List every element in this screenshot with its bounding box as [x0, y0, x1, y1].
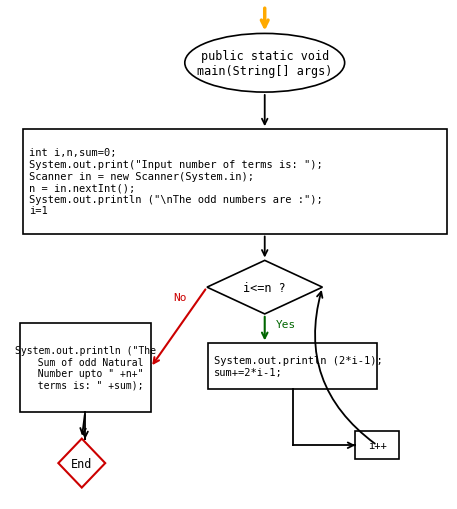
Text: Yes: Yes	[276, 319, 296, 329]
Text: System.out.println (2*i-1);
sum+=2*i-1;: System.out.println (2*i-1); sum+=2*i-1;	[214, 356, 383, 377]
Text: public static void
main(String[] args): public static void main(String[] args)	[197, 50, 332, 77]
FancyBboxPatch shape	[23, 130, 447, 234]
Text: i++: i++	[368, 440, 387, 450]
Text: int i,n,sum=0;
System.out.print("Input number of terms is: ");
Scanner in = new : int i,n,sum=0; System.out.print("Input n…	[29, 148, 323, 216]
Text: No: No	[174, 292, 187, 302]
Text: System.out.println ("The
  Sum of odd Natural
  Number upto " +n+"
  terms is: ": System.out.println ("The Sum of odd Natu…	[15, 346, 155, 390]
FancyBboxPatch shape	[20, 323, 151, 412]
FancyBboxPatch shape	[355, 432, 399, 460]
FancyBboxPatch shape	[208, 344, 377, 389]
Text: End: End	[71, 457, 92, 470]
Polygon shape	[207, 261, 323, 314]
FancyArrowPatch shape	[315, 292, 375, 444]
Polygon shape	[58, 439, 105, 488]
Text: i<=n ?: i<=n ?	[243, 281, 286, 294]
Ellipse shape	[185, 35, 345, 93]
